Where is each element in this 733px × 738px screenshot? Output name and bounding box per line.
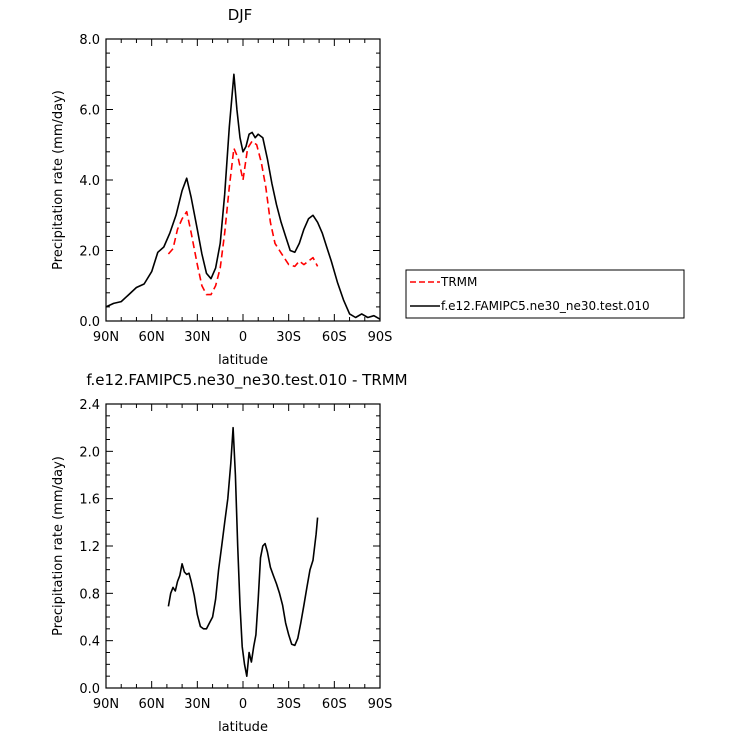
- x-tick-label: 0: [239, 697, 247, 712]
- panel-precip-djf: DJF 0.02.04.06.08.0 90N 60N 30N 0 30S 60S 90S …: [51, 6, 392, 368]
- legend-label-trmm: TRMM: [440, 275, 477, 289]
- series-line-f-e12-famipc5-ne30-ne30-test-010: [105, 73, 381, 320]
- y-tick-label: 6.0: [79, 104, 100, 119]
- y-tick-label: 1.6: [79, 493, 100, 508]
- x-tick-label: 30N: [184, 330, 210, 345]
- x-tick-label: 0: [239, 330, 247, 345]
- panel2-series: [167, 426, 319, 678]
- x-tick-label: 60S: [322, 330, 347, 345]
- panel1-title: DJF: [228, 6, 253, 24]
- panel2-y-axis-label: Precipitation rate (mm/day): [51, 456, 66, 636]
- x-tick-label: 90N: [93, 330, 119, 345]
- x-tick-label: 60N: [139, 330, 165, 345]
- y-tick-label: 2.0: [79, 245, 100, 260]
- x-tick-label: 90S: [368, 330, 393, 345]
- panel1-x-axis-label: latitude: [218, 353, 268, 368]
- y-tick-label: 0.0: [79, 315, 100, 330]
- panel2-x-ticks: 90N 60N 30N 0 30S 60S 90S: [93, 404, 393, 712]
- y-tick-label: 0.4: [79, 635, 100, 650]
- panel1-y-axis-label: Precipitation rate (mm/day): [51, 90, 66, 270]
- x-tick-label: 90S: [368, 697, 393, 712]
- y-tick-label: 2.4: [79, 398, 100, 413]
- y-tick-label: 2.0: [79, 445, 100, 460]
- panel-precip-difference: f.e12.FAMIPC5.ne30_ne30.test.010 - TRMM …: [51, 371, 408, 735]
- series-line-difference: [167, 426, 319, 678]
- y-tick-label: 0.0: [79, 682, 100, 697]
- legend-label-model: f.e12.FAMIPC5.ne30_ne30.test.010: [441, 299, 650, 313]
- legend-box: [405, 269, 685, 319]
- x-tick-label: 30S: [276, 697, 301, 712]
- panel2-y-ticks: 0.0 0.4 0.8 1.2 1.6 2.0 2.4: [79, 398, 380, 697]
- x-tick-label: 30S: [276, 330, 301, 345]
- x-tick-label: 60S: [322, 697, 347, 712]
- panel1-y-ticks: 0.0 2.0 4.0 6.0 8.0: [79, 33, 380, 330]
- y-tick-label: 1.2: [79, 540, 100, 555]
- legend: TRMM f.e12.FAMIPC5.ne30_ne30.test.010: [405, 269, 685, 319]
- x-tick-label: 30N: [184, 697, 210, 712]
- panel2-title: f.e12.FAMIPC5.ne30_ne30.test.010 - TRMM: [86, 371, 407, 390]
- x-tick-label: 90N: [93, 697, 119, 712]
- x-tick-label: 60N: [139, 697, 165, 712]
- panel2-x-axis-label: latitude: [218, 720, 268, 735]
- y-tick-label: 4.0: [79, 174, 100, 189]
- panel1-series: [105, 73, 381, 320]
- panel2-frame: [105, 403, 381, 689]
- series-line-trmm: [167, 140, 319, 296]
- y-tick-label: 8.0: [79, 33, 100, 48]
- panel1-x-ticks: 90N 60N 30N 0 30S 60S 90S: [93, 39, 393, 345]
- y-tick-label: 0.8: [79, 587, 100, 602]
